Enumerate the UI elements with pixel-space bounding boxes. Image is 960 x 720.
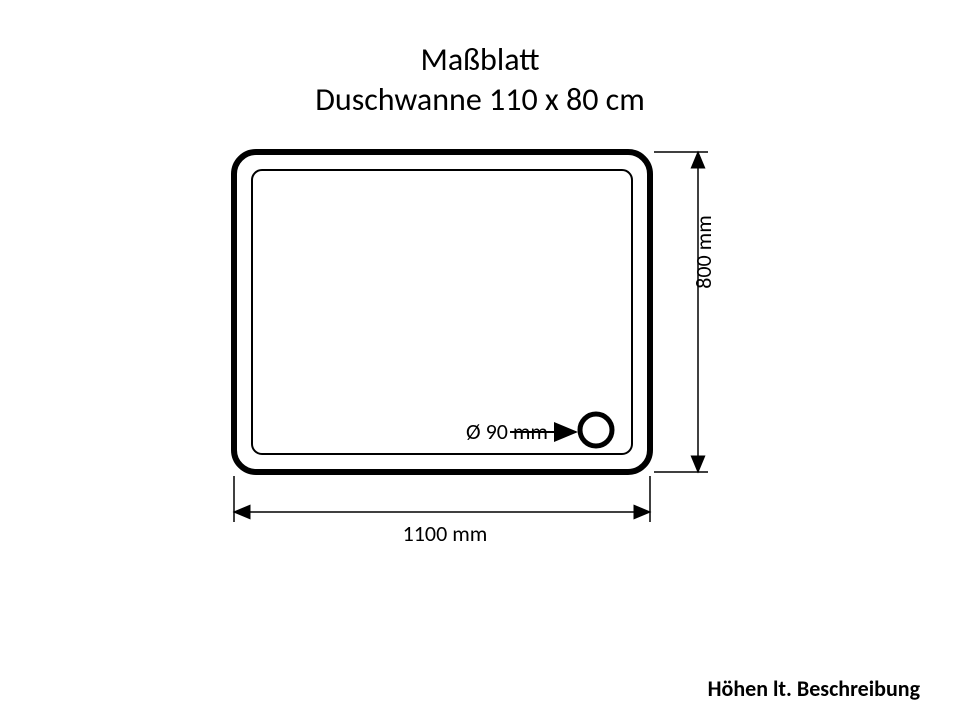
diagram-canvas: Maßblatt Duschwanne 110 x 80 cm 1100 mm …	[0, 0, 960, 720]
technical-drawing	[0, 0, 960, 720]
dimension-width-label: 1100 mm	[360, 520, 530, 547]
drain-diameter-label: Ø 90 mm	[466, 418, 548, 445]
footnote-text: Höhen lt. Beschreibung	[708, 675, 920, 702]
dimension-height-label: 800 mm	[690, 192, 717, 312]
